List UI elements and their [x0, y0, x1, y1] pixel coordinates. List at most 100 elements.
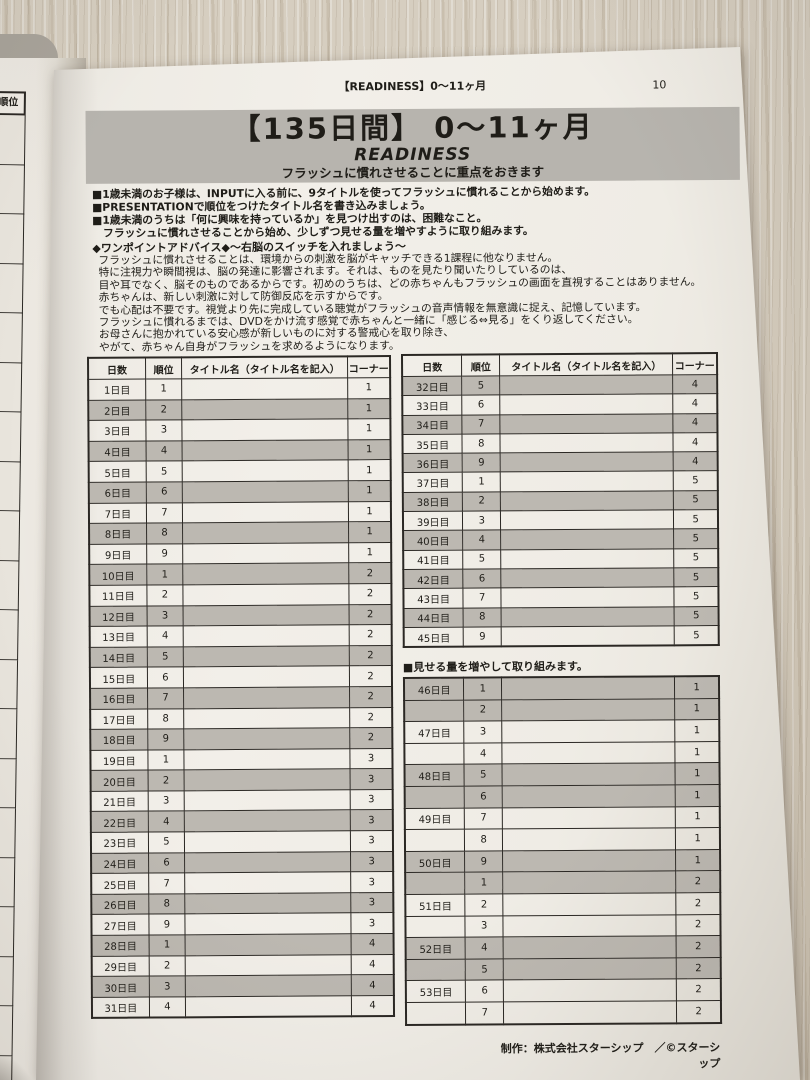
- day-cell: 1日目: [88, 379, 146, 400]
- column-header: 日数: [88, 357, 146, 380]
- day-cell: [405, 1002, 466, 1025]
- day-cell: 15日目: [89, 667, 148, 689]
- title-cell: [501, 720, 676, 743]
- title-cell: [502, 871, 677, 894]
- table-row: 45日目 9 5: [403, 625, 719, 648]
- column-header: タイトル名（タイトル名を記入）: [499, 353, 674, 376]
- corner-cell: 3: [350, 830, 394, 852]
- corner-cell: 5: [674, 606, 719, 626]
- table-row: 6日目 6 1: [88, 480, 391, 503]
- title-cell: [502, 849, 677, 873]
- title-cell: [184, 872, 351, 894]
- title-cell: [184, 830, 351, 853]
- day-cell: 20日目: [90, 770, 149, 792]
- title-duration: 【135日間】 0～11ヶ月: [231, 109, 594, 147]
- corner-cell: 4: [673, 432, 718, 453]
- table-row: 38日目 2 5: [402, 490, 718, 512]
- day-cell: 42日目: [403, 569, 464, 589]
- table-row: 37日目 1 5: [402, 471, 718, 493]
- corner-cell: 5: [674, 586, 719, 607]
- table-row: 22日目 4 3: [90, 810, 393, 833]
- corner-cell: 3: [350, 851, 394, 873]
- corner-cell: 2: [349, 645, 392, 667]
- title-cell: [501, 698, 676, 722]
- day-cell: 28日目: [91, 935, 150, 957]
- day-cell: 11日目: [89, 584, 147, 606]
- title-cell: [182, 521, 349, 544]
- day-cell: 8日目: [89, 523, 147, 545]
- title-cell: [500, 567, 675, 589]
- table-row: 51日目 2 2: [405, 892, 721, 917]
- table-row: 21日目 3 3: [90, 789, 393, 812]
- day-cell: 29日目: [91, 955, 150, 977]
- rank-cell: 3: [462, 510, 501, 531]
- table-row: 52日目 4 2: [405, 935, 721, 960]
- flash-schedule-table: 46日目 1 1 2 1 47日目 3 1 4 1 48日目 5 1 6 1 49日目 7 1 8 1 50日目 9 1 1 2…: [402, 675, 723, 1026]
- corner-cell: 2: [349, 624, 392, 646]
- corner-cell: 4: [351, 933, 394, 955]
- day-cell: 16日目: [90, 687, 148, 709]
- rank-cell: 1: [462, 472, 501, 492]
- title-cell: [502, 741, 676, 765]
- title-cell: [503, 935, 677, 959]
- day-cell: 34日目: [402, 414, 463, 435]
- rank-cell: 6: [463, 568, 502, 589]
- title-cell: [185, 975, 352, 997]
- rank-cell: 6: [146, 481, 183, 503]
- corner-cell: 2: [349, 727, 393, 749]
- rank-cell: 7: [147, 687, 184, 709]
- corner-cell: 1: [348, 480, 391, 502]
- rank-cell: 4: [464, 742, 503, 765]
- table-row: 40日目 4 5: [403, 528, 719, 551]
- table-row: 16日目 7 2: [90, 686, 393, 709]
- day-cell: 26日目: [91, 893, 149, 915]
- day-cell: 38日目: [402, 491, 463, 512]
- title-cell: [500, 471, 674, 492]
- table-header-row: 日数 順位 タイトル名（タイトル名を記入） コーナー: [401, 353, 718, 377]
- rank-cell: 5: [464, 764, 503, 787]
- title-cell: [185, 954, 352, 977]
- day-cell: 37日目: [402, 472, 463, 493]
- table-row: 41日目 5 5: [403, 548, 719, 570]
- column-header: 順位: [461, 354, 500, 377]
- running-header: 【READINESS】0～11ヶ月: [338, 79, 487, 94]
- day-cell: 31日目: [91, 996, 150, 1019]
- column-header: コーナー: [672, 353, 718, 375]
- corner-cell: 4: [673, 413, 718, 433]
- title-cell: [184, 892, 352, 915]
- table-row: 32日目 5 4: [402, 374, 718, 396]
- rank-cell: 7: [464, 807, 503, 830]
- rank-cell: 4: [145, 440, 183, 462]
- title-cell: [502, 892, 677, 916]
- rank-cell: 7: [463, 588, 502, 608]
- rank-cell: 1: [146, 564, 184, 585]
- title-cell: [503, 914, 677, 938]
- corner-cell: 5: [673, 471, 718, 491]
- corner-cell: 2: [676, 892, 721, 915]
- title-cell: [500, 509, 674, 531]
- table-row: 26日目 8 3: [91, 892, 394, 915]
- rank-cell: 6: [465, 980, 504, 1003]
- rank-cell: 4: [465, 937, 504, 959]
- advice-lines: フラッシュに慣れさせることは、環境からの刺激を脳がキャッチできる1課程に他なりま…: [92, 251, 743, 354]
- day-cell: 12日目: [89, 605, 148, 627]
- table-row: 7日目 7 1: [88, 501, 392, 524]
- column-header: 順位: [145, 357, 182, 380]
- table-row: 47日目 3 1: [404, 719, 720, 744]
- table-row: 46日目 1 1: [403, 676, 720, 701]
- corner-cell: 1: [348, 418, 391, 440]
- corner-cell: 2: [349, 665, 393, 687]
- title-cell: [184, 748, 351, 771]
- table-row: 8日目 8 1: [89, 521, 392, 545]
- rank-cell: 2: [462, 491, 501, 512]
- title-cell: [185, 995, 352, 1018]
- title-cell: [500, 452, 674, 473]
- corner-cell: 5: [674, 567, 719, 588]
- corner-cell: 2: [349, 707, 393, 728]
- day-cell: 49日目: [404, 807, 465, 830]
